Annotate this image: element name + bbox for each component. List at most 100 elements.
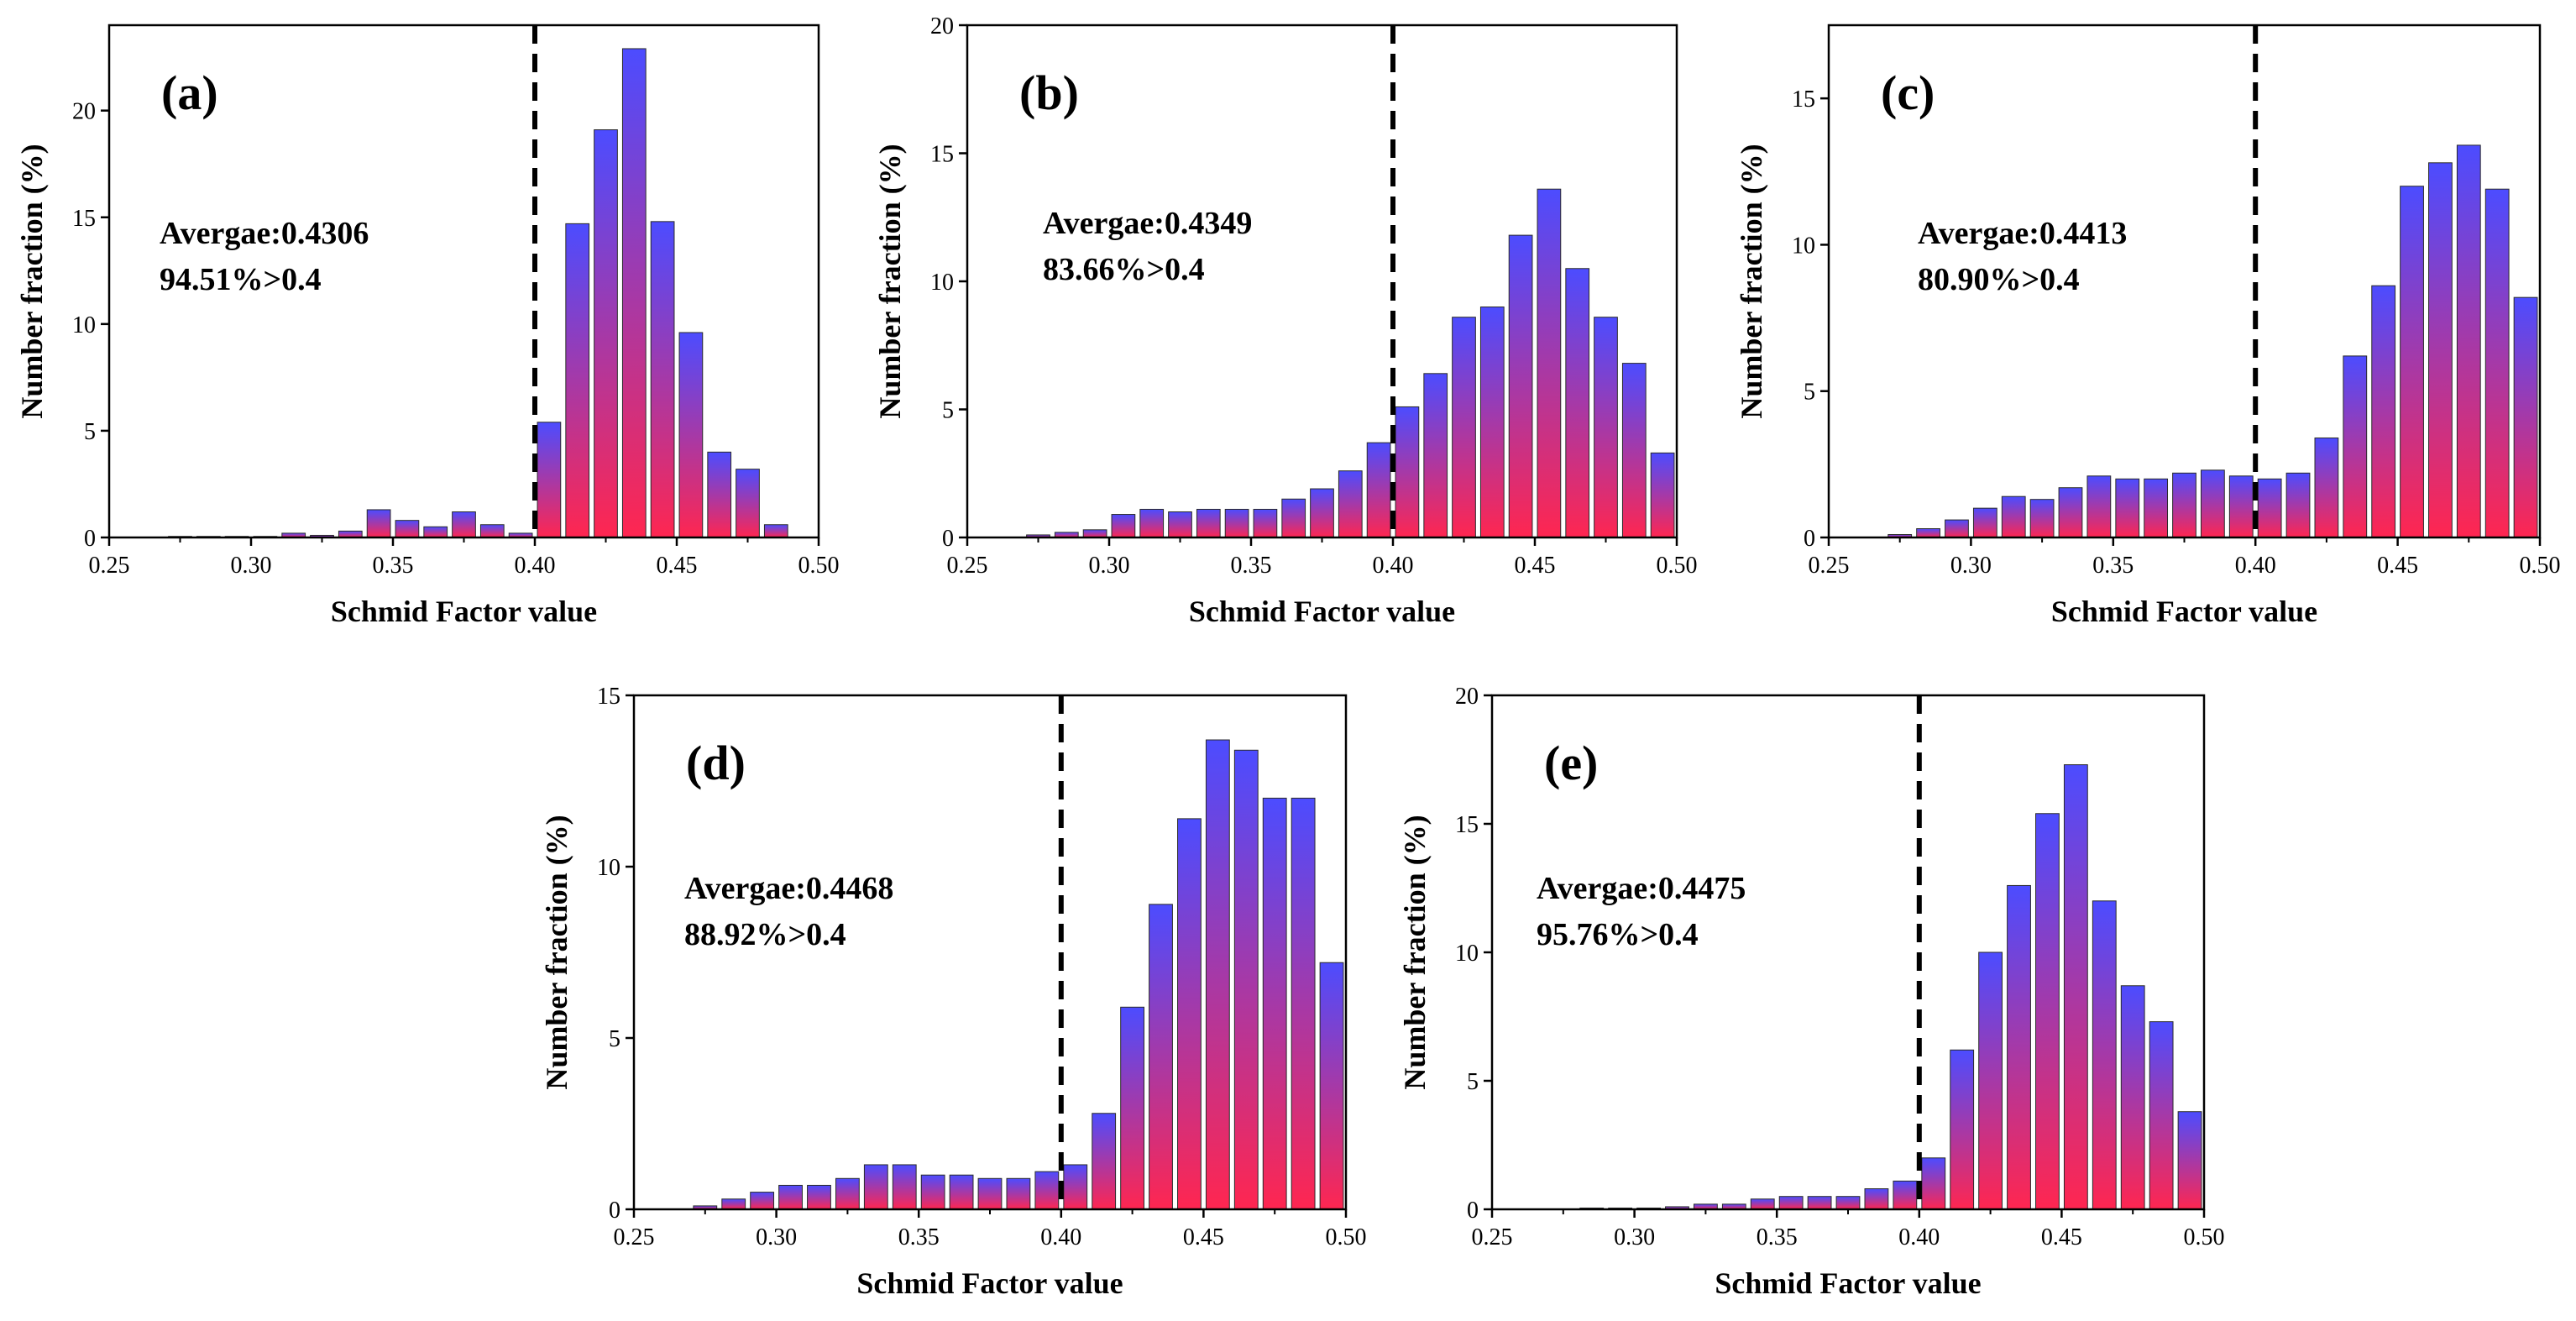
- y-tick-label: 10: [1455, 941, 1479, 967]
- bar: [678, 332, 704, 538]
- x-tick-label: 0.40: [2235, 553, 2276, 579]
- bar: [2029, 499, 2055, 538]
- bar: [1621, 363, 1647, 538]
- bar: [2092, 900, 2117, 1210]
- y-tick-label: 10: [930, 270, 954, 296]
- x-tick-label: 0.35: [1757, 1224, 1798, 1250]
- y-tick-label: 20: [72, 99, 96, 125]
- bar: [1864, 1188, 1889, 1210]
- x-tick-label: 0.50: [2520, 553, 2561, 579]
- bar: [2343, 355, 2368, 538]
- bar: [2314, 437, 2339, 538]
- average-annotation: Avergae:0.4413: [1918, 216, 2127, 251]
- x-tick-label: 0.25: [1472, 1224, 1513, 1250]
- percent-annotation: 88.92%>0.4: [684, 917, 846, 952]
- y-tick-label: 15: [1792, 86, 1815, 113]
- bar: [1950, 1049, 1975, 1210]
- bar: [750, 1192, 775, 1210]
- x-axis-title: Schmid Factor value: [331, 595, 597, 628]
- chart-panel-e: 0.25 0.30 0.35 0.40 0.45 0.50 0 5 10 15 20 (e) Averg…: [1398, 684, 2225, 1300]
- y-tick-label: 5: [84, 419, 96, 445]
- bar: [2228, 475, 2254, 538]
- bar: [1092, 1113, 1117, 1210]
- bar: [1508, 234, 1533, 538]
- bar: [2428, 162, 2453, 538]
- bar: [1972, 507, 1997, 538]
- x-tick-label: 0.35: [1231, 553, 1272, 579]
- x-tick-label: 0.50: [2184, 1224, 2225, 1250]
- chart-panel-c: 0.25 0.30 0.35 0.40 0.45 0.50 0 5 10 15 (c) Avergae…: [1735, 24, 2561, 628]
- bar: [565, 223, 590, 538]
- bar: [835, 1177, 860, 1210]
- bar: [2200, 469, 2225, 538]
- chart-panel-a: 0.25 0.30 0.35 0.40 0.45 0.50 0 5 10 15 20 (a) Averg…: [15, 24, 840, 628]
- bar: [1120, 1006, 1144, 1210]
- bar: [1650, 452, 1675, 538]
- y-tick-label: 5: [1467, 1069, 1479, 1095]
- bar: [1168, 511, 1192, 538]
- y-tick-label: 0: [942, 526, 954, 552]
- bar: [1291, 797, 1316, 1210]
- x-tick-label: 0.35: [898, 1224, 940, 1250]
- bar: [2172, 472, 2196, 538]
- panel-label: (d): [686, 736, 746, 790]
- bar: [1978, 951, 2003, 1210]
- y-axis-title: Number fraction (%): [1398, 815, 1432, 1089]
- percent-annotation: 95.76%>0.4: [1537, 917, 1699, 952]
- x-tick-label: 0.35: [2092, 553, 2134, 579]
- y-tick-label: 0: [1804, 526, 1815, 552]
- y-tick-label: 0: [84, 526, 96, 552]
- x-tick-label: 0.30: [1089, 553, 1130, 579]
- bar: [1750, 1198, 1775, 1210]
- bar: [621, 48, 647, 538]
- y-axis-title: Number fraction (%): [540, 815, 573, 1089]
- bar: [721, 1198, 746, 1210]
- x-tick-label: 0.45: [1515, 553, 1556, 579]
- bar: [452, 511, 476, 538]
- average-annotation: Avergae:0.4475: [1537, 871, 1746, 906]
- bar: [2456, 144, 2481, 538]
- bar: [1778, 1196, 1804, 1210]
- bar: [1921, 1157, 1946, 1210]
- x-tick-label: 0.25: [947, 553, 988, 579]
- x-tick-label: 0.30: [1614, 1224, 1655, 1250]
- bar: [366, 509, 391, 538]
- bar: [2144, 478, 2169, 538]
- y-tick-label: 5: [1804, 380, 1815, 406]
- y-tick-label: 15: [1455, 812, 1479, 838]
- average-annotation: Avergae:0.4468: [684, 871, 893, 906]
- x-tick-label: 0.30: [756, 1224, 797, 1250]
- percent-annotation: 83.66%>0.4: [1043, 252, 1205, 287]
- bar: [920, 1174, 945, 1210]
- bar: [2086, 475, 2112, 538]
- bar: [1063, 1164, 1088, 1210]
- bar: [1835, 1196, 1861, 1210]
- x-tick-label: 0.40: [1040, 1224, 1081, 1250]
- bar: [2371, 285, 2396, 538]
- chart-panel-d: 0.25 0.30 0.35 0.40 0.45 0.50 0 5 10 15 (d) Avergae…: [540, 684, 1367, 1300]
- bar: [2177, 1111, 2202, 1210]
- y-axis-title: Number fraction (%): [1735, 144, 1768, 418]
- y-axis-title: Number fraction (%): [873, 144, 907, 418]
- bar: [1319, 962, 1344, 1210]
- bar: [1034, 1171, 1060, 1210]
- x-axis-title: Schmid Factor value: [1715, 1266, 1981, 1300]
- bar: [2120, 985, 2145, 1210]
- y-tick-label: 5: [609, 1026, 620, 1052]
- percent-annotation: 80.90%>0.4: [1918, 262, 2080, 297]
- bar: [2484, 188, 2510, 538]
- bar: [1233, 749, 1259, 1210]
- y-tick-label: 20: [930, 13, 954, 39]
- bar: [1139, 508, 1165, 538]
- bar: [763, 524, 788, 538]
- bar: [650, 221, 675, 538]
- bar: [1253, 508, 1278, 538]
- bar: [1594, 317, 1618, 538]
- average-annotation: Avergae:0.4306: [160, 216, 369, 251]
- bar: [1205, 739, 1230, 1210]
- y-tick-label: 5: [942, 398, 954, 424]
- y-tick-label: 0: [1467, 1198, 1479, 1224]
- bar: [2257, 478, 2282, 538]
- bar: [1281, 498, 1306, 538]
